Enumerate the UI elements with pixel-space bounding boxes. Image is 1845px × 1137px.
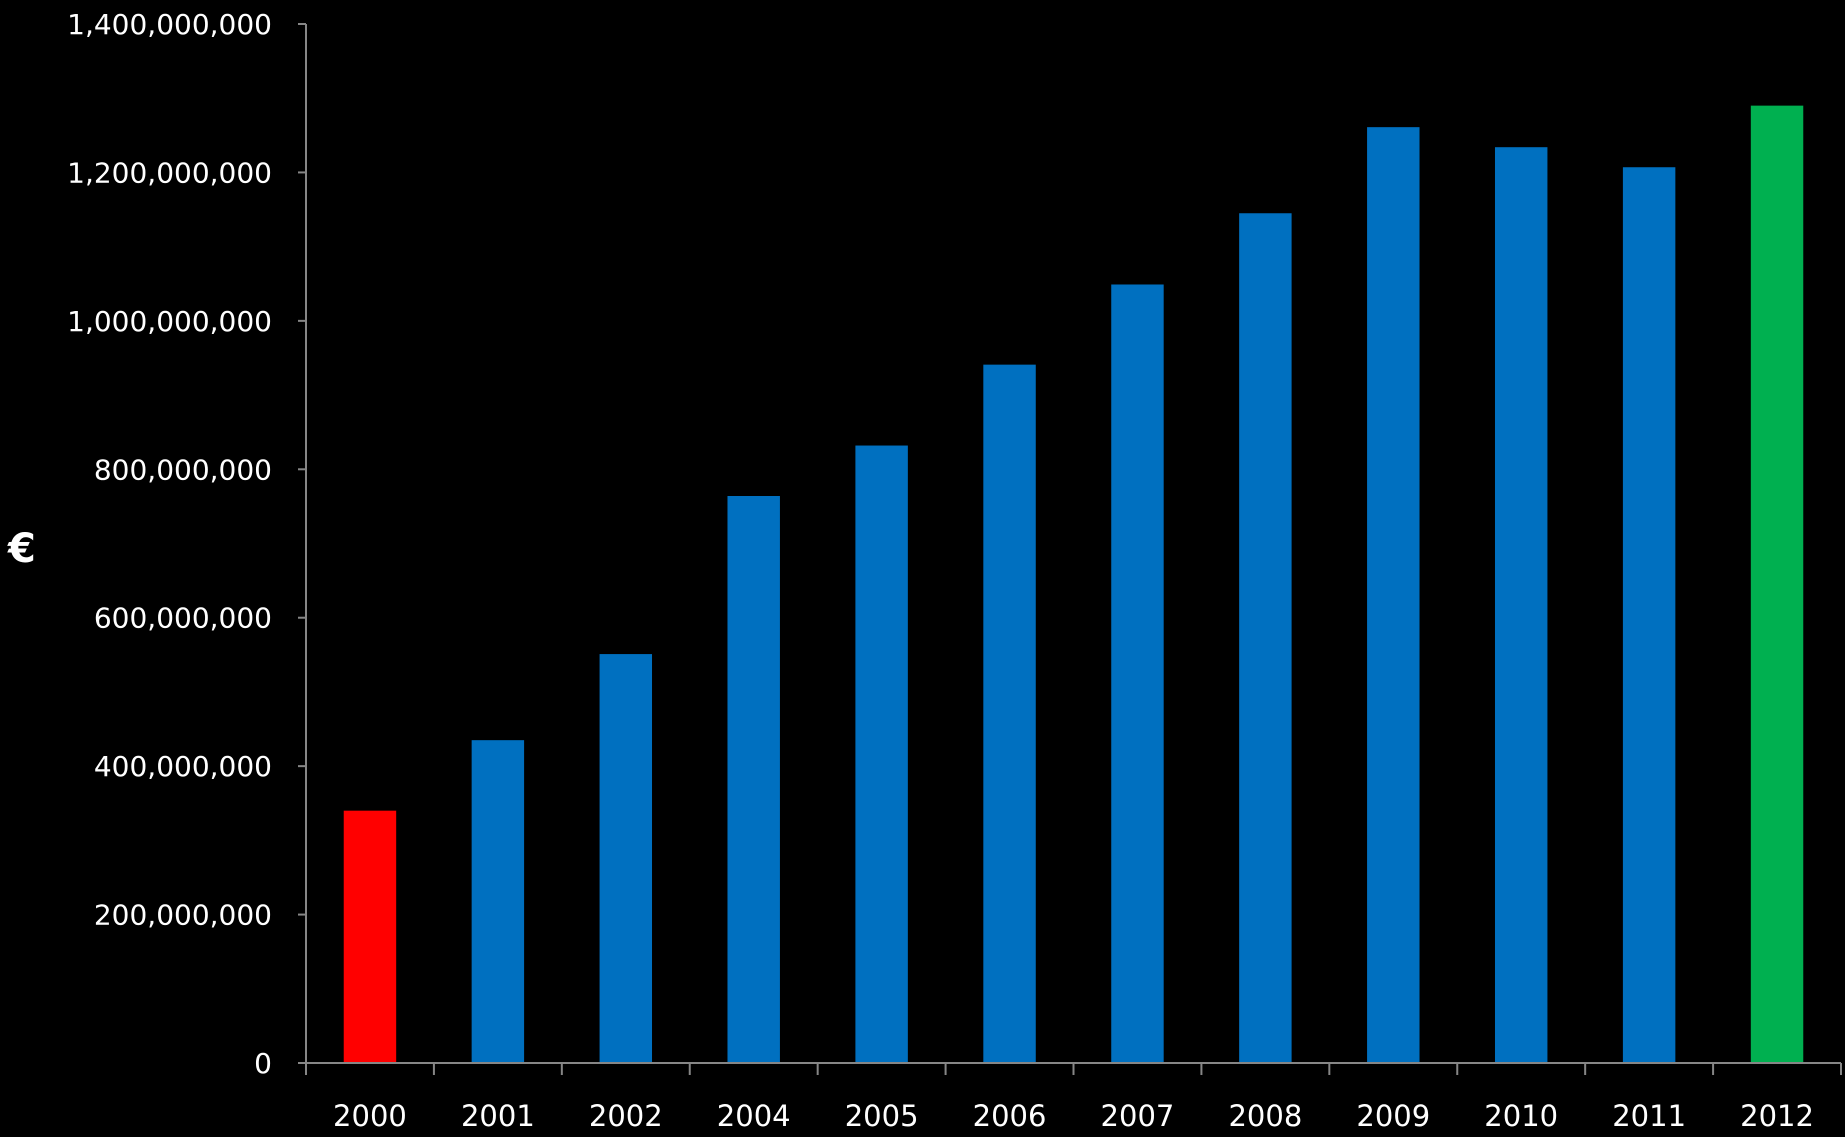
x-tick-label: 2010 (1484, 1099, 1558, 1133)
x-tick-label: 2008 (1228, 1099, 1302, 1133)
x-tick-label: 2011 (1612, 1099, 1686, 1133)
bar-2010 (1494, 147, 1548, 1064)
bar-2006 (983, 364, 1036, 1064)
bar-2000 (343, 810, 397, 1063)
y-ticks-group: 0 200,000,000 400,000,000 600,000,000 800,00… (67, 8, 306, 1080)
bar-2002 (599, 654, 653, 1063)
y-tick-label: 1,000,000,000 (67, 305, 272, 338)
bar-2005 (855, 445, 908, 1064)
bar-2011 (1622, 167, 1676, 1063)
x-tick-label: 2002 (589, 1099, 663, 1133)
y-tick-label: 600,000,000 (94, 602, 272, 635)
x-tick-label: 2001 (461, 1099, 535, 1133)
y-tick-label: 1,400,000,000 (67, 8, 272, 41)
y-tick-label: 1,200,000,000 (67, 156, 272, 189)
x-tick-label: 2012 (1740, 1099, 1814, 1133)
x-tick-label: 2009 (1356, 1099, 1430, 1133)
x-tick-label: 2007 (1101, 1099, 1175, 1133)
x-tick-label: 2000 (333, 1099, 407, 1133)
bar-2009 (1367, 127, 1420, 1064)
x-ticks-group: 2000 2001 2002 2004 2005 2006 2007 2008 2009 2010… (305, 1063, 1842, 1133)
y-tick-label: 200,000,000 (94, 899, 272, 932)
bar-2004 (727, 496, 780, 1063)
x-tick-label: 2004 (717, 1099, 791, 1133)
y-axis-label: € (7, 526, 36, 572)
y-tick-label: 800,000,000 (94, 453, 272, 486)
bar-2001 (471, 740, 525, 1063)
x-tick-label: 2006 (973, 1099, 1047, 1133)
y-tick-label: 400,000,000 (94, 750, 272, 783)
y-tick-label: 0 (254, 1047, 272, 1080)
x-tick-label: 2005 (845, 1099, 919, 1133)
bar-2007 (1111, 284, 1164, 1063)
bar-2012 (1750, 105, 1804, 1063)
bars-group (343, 105, 1804, 1064)
bar-2008 (1239, 213, 1292, 1063)
axes-group (305, 24, 1841, 1064)
